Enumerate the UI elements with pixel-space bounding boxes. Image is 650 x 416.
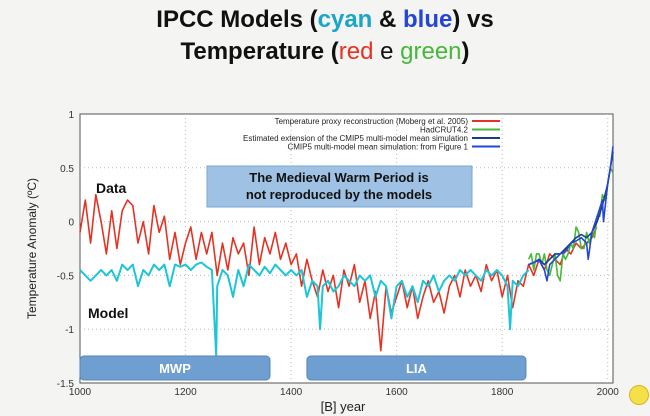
title-cyan-word: cyan <box>317 6 373 33</box>
title-green-word: green <box>400 38 462 65</box>
title2-text-end: ) <box>461 38 470 65</box>
title-text-end: ) vs <box>452 6 494 33</box>
y-tick-label: 1 <box>68 110 74 121</box>
plot-area <box>79 113 614 384</box>
legend-label: CMIP5 multi-model mean simulation: from … <box>287 143 468 152</box>
legend-label: Estimated extension of the CMIP5 multi-m… <box>243 134 468 143</box>
title-red-word: red <box>338 38 374 65</box>
title-line-2: Temperature (red e green) <box>0 38 650 66</box>
x-axis-label: [B] year <box>321 399 366 414</box>
period-label-lia: LIA <box>406 361 428 376</box>
series-line-4 <box>79 261 530 358</box>
badge-icon <box>629 385 649 405</box>
callout-line-1: The Medieval Warm Period is <box>249 170 428 185</box>
legend-label: Temperature proxy reconstruction (Moberg… <box>275 117 469 126</box>
y-tick-label: 0.5 <box>60 164 74 175</box>
period-band-lia <box>306 355 527 381</box>
x-tick-label: 2000 <box>597 387 620 398</box>
model-label: Model <box>88 305 128 321</box>
y-tick-label: -0.5 <box>57 271 75 282</box>
y-tick-label: -1 <box>65 325 74 336</box>
title-blue-word: blue <box>403 6 453 33</box>
data-label: Data <box>96 180 127 196</box>
x-tick-label: 1400 <box>280 387 303 398</box>
y-tick-label: -1.5 <box>57 379 75 390</box>
legend-label: HadCRUT4.2 <box>420 126 469 135</box>
x-tick-label: 1600 <box>386 387 409 398</box>
series-line-3 <box>528 146 614 282</box>
callout-box <box>206 165 473 208</box>
title-amp: & <box>372 6 403 33</box>
period-band-mwp <box>79 355 271 381</box>
y-axis-label: Temperature Anomaly (ºC) <box>25 178 39 319</box>
title-line-1: IPCC Models (cyan & blue) vs <box>0 6 650 34</box>
x-tick-label: 1000 <box>69 387 92 398</box>
y-tick-label: 0 <box>68 218 74 229</box>
x-tick-label: 1200 <box>174 387 197 398</box>
x-tick-label: 1800 <box>491 387 514 398</box>
period-label-mwp: MWP <box>159 361 191 376</box>
title2-text: Temperature ( <box>180 38 339 65</box>
title-e: e <box>373 38 401 65</box>
callout-line-2: not reproduced by the models <box>246 187 432 202</box>
title-text: IPCC Models ( <box>156 6 318 33</box>
